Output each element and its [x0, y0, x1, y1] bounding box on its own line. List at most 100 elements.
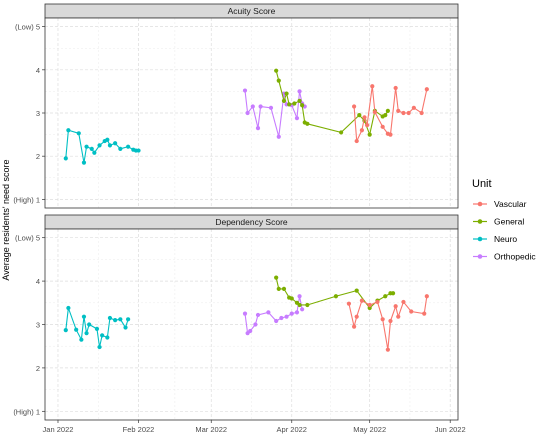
data-point	[250, 104, 255, 109]
x-axis: Jan 2022 Feb 2022 Mar 2022 Apr 2022 May 2022…	[43, 420, 466, 434]
legend-key-point	[477, 236, 483, 242]
data-point	[346, 301, 352, 306]
data-point	[367, 132, 372, 137]
data-point	[105, 137, 110, 142]
series-line	[65, 307, 129, 348]
data-point	[393, 85, 398, 91]
y-tick-label: 3	[36, 109, 40, 118]
series-vascular	[346, 294, 429, 352]
data-point	[126, 317, 131, 322]
y-tick-label: (High) 1	[13, 407, 40, 416]
data-point	[66, 305, 71, 311]
x-tick-label: Apr 2022	[277, 425, 307, 434]
data-point	[396, 108, 401, 113]
gridlines	[45, 229, 458, 420]
data-point	[294, 310, 300, 315]
data-point	[383, 294, 388, 299]
panel-1: Dependency Score (High) 1 2 3 4 (Low) 5	[13, 214, 459, 421]
data-point	[380, 124, 385, 129]
data-point	[422, 311, 427, 316]
legend-item-neuro: Neuro	[473, 234, 517, 244]
data-point	[305, 121, 310, 126]
panel-border	[44, 228, 459, 421]
data-point	[276, 286, 281, 292]
data-point	[89, 146, 94, 151]
data-point	[63, 328, 68, 333]
series-line	[244, 90, 306, 137]
data-point	[255, 126, 261, 131]
data-point	[76, 131, 81, 136]
facet-title: Acuity Score	[228, 6, 276, 16]
data-point	[255, 312, 261, 318]
data-point	[305, 302, 310, 308]
y-axis-label: Average residents' need score	[1, 159, 11, 280]
data-point	[281, 286, 287, 292]
facet-title: Dependency Score	[215, 217, 288, 227]
y-tick-label: (Low) 5	[15, 234, 40, 243]
data-point	[352, 104, 357, 109]
data-point	[242, 311, 248, 316]
data-point	[242, 88, 248, 93]
data-point	[284, 314, 289, 319]
x-tick-label: May 2022	[353, 425, 386, 434]
data-point	[297, 302, 302, 308]
y-tick-label: 4	[36, 277, 40, 286]
data-point	[409, 309, 414, 314]
data-point	[84, 144, 89, 149]
data-point	[97, 344, 102, 350]
legend-label: Neuro	[494, 234, 517, 244]
data-point	[424, 294, 429, 299]
data-point	[74, 327, 79, 332]
x-tick-label: Jun 2022	[435, 425, 466, 434]
data-point	[411, 105, 416, 110]
data-point	[300, 307, 305, 312]
data-point	[354, 288, 359, 293]
data-point	[375, 299, 380, 305]
data-point	[113, 318, 118, 323]
data-point	[113, 141, 118, 146]
data-point	[297, 294, 302, 299]
data-point	[359, 298, 364, 303]
data-point	[107, 143, 113, 148]
x-tick-label: Feb 2022	[123, 425, 155, 434]
data-point	[300, 103, 305, 108]
data-point	[284, 91, 289, 96]
panel-0: Acuity Score (High) 1 2 3 4 (Low) 5	[13, 3, 459, 209]
panel-border	[44, 17, 459, 209]
data-point	[388, 132, 393, 137]
data-point	[388, 318, 393, 324]
data-point	[268, 105, 274, 110]
data-point	[380, 317, 385, 322]
data-point	[385, 347, 390, 352]
data-point	[63, 156, 68, 161]
data-point	[362, 115, 367, 120]
data-point	[136, 148, 141, 153]
series-vascular	[352, 84, 429, 144]
data-point	[81, 160, 87, 165]
data-point	[354, 138, 359, 144]
data-point	[297, 98, 302, 104]
data-point	[123, 325, 128, 330]
data-point	[385, 108, 390, 113]
data-point	[274, 275, 279, 280]
data-point	[100, 333, 105, 338]
data-point	[94, 326, 100, 331]
data-point	[274, 68, 279, 73]
data-point	[87, 322, 92, 327]
data-point	[105, 335, 110, 340]
data-point	[424, 87, 429, 92]
data-point	[393, 304, 398, 309]
data-point	[401, 299, 406, 305]
data-point	[248, 328, 253, 334]
data-point	[107, 315, 113, 321]
series-neuro	[63, 305, 131, 350]
data-point	[118, 317, 123, 322]
data-point	[359, 128, 364, 133]
data-point	[79, 337, 84, 342]
data-point	[81, 314, 87, 319]
legend-item-vascular: Vascular	[473, 199, 527, 209]
series-orthopedic	[242, 294, 305, 336]
data-point	[390, 291, 396, 296]
data-point	[274, 318, 279, 324]
